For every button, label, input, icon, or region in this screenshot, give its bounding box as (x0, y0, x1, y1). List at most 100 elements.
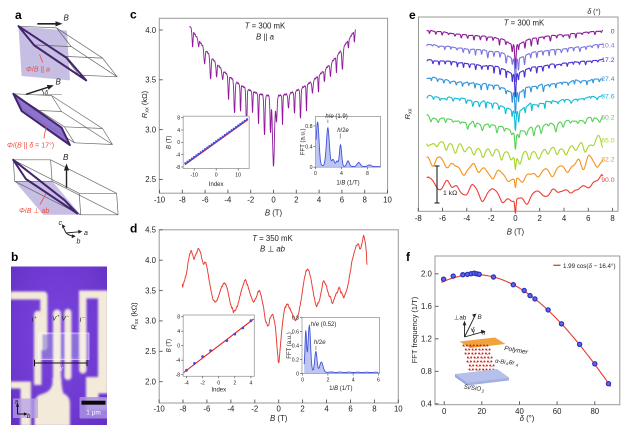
svg-text:-10: -10 (190, 173, 198, 179)
svg-text:0.8: 0.8 (305, 124, 312, 130)
svg-text:8: 8 (177, 315, 180, 321)
svg-text:6: 6 (340, 195, 344, 204)
svg-text:h/e (1.9): h/e (1.9) (325, 114, 347, 120)
svg-text:e: e (409, 8, 416, 22)
svg-text:FFT frequency (1/T): FFT frequency (1/T) (410, 296, 419, 363)
svg-text:h/e (0.52): h/e (0.52) (311, 322, 337, 328)
svg-text:1/B (1/T): 1/B (1/T) (336, 181, 359, 187)
svg-text:V: V (52, 316, 57, 323)
svg-text:90.0: 90.0 (601, 177, 614, 184)
svg-text:-4: -4 (176, 358, 181, 364)
svg-text:2.5: 2.5 (145, 347, 157, 356)
svg-text:B || a: B || a (256, 33, 275, 42)
svg-text:4: 4 (562, 214, 567, 223)
svg-text:-2: -2 (247, 195, 254, 204)
svg-text:2: 2 (326, 378, 329, 384)
svg-text:B: B (56, 78, 62, 87)
svg-text:Si/SiO: Si/SiO (463, 384, 482, 393)
svg-text:2: 2 (538, 214, 542, 223)
svg-text:0: 0 (314, 171, 317, 177)
svg-text:4: 4 (317, 195, 322, 204)
svg-text:-4: -4 (227, 405, 235, 414)
svg-text:20: 20 (477, 407, 486, 416)
svg-text:T = 300 mK: T = 300 mK (245, 22, 286, 31)
svg-text:δ: δ (472, 327, 476, 334)
svg-text:82.2: 82.2 (601, 157, 614, 164)
svg-text:h/2e: h/2e (337, 128, 349, 134)
svg-text:FFT (a.u.): FFT (a.u.) (301, 129, 307, 156)
svg-text:-8: -8 (415, 214, 422, 223)
svg-text:37.6: 37.6 (601, 94, 614, 101)
svg-text:+: + (57, 314, 60, 319)
svg-text:I: I (32, 317, 34, 324)
svg-text:4: 4 (515, 363, 519, 368)
svg-text:-8: -8 (176, 165, 181, 171)
svg-text:a: a (15, 8, 22, 22)
svg-text:⊥ab: ⊥ab (454, 315, 467, 322)
svg-text:4: 4 (177, 329, 180, 335)
svg-text:4: 4 (324, 405, 329, 414)
svg-text:a: a (15, 400, 19, 406)
svg-text:-6: -6 (202, 195, 209, 204)
svg-text:-4: -4 (224, 195, 232, 204)
svg-text:FFT (a.u.): FFT (a.u.) (287, 332, 293, 359)
svg-text:B: B (478, 314, 482, 321)
svg-text:4.0: 4.0 (145, 26, 157, 35)
svg-text:+: + (34, 315, 37, 320)
svg-text:-8: -8 (179, 195, 186, 204)
svg-text:0: 0 (301, 378, 304, 384)
svg-text:10.4: 10.4 (601, 42, 614, 49)
svg-text:1/B (1/T): 1/B (1/T) (329, 386, 352, 392)
svg-text:Rxx: Rxx (403, 108, 414, 119)
svg-text:0: 0 (215, 173, 218, 179)
svg-text:Br: Br (508, 360, 516, 367)
svg-text:b: b (77, 239, 81, 246)
svg-text:0.6: 0.6 (292, 330, 299, 336)
svg-text:17.2: 17.2 (601, 57, 614, 64)
svg-text:0: 0 (217, 380, 220, 386)
svg-text:4: 4 (352, 378, 355, 384)
svg-text:c: c (130, 8, 137, 22)
svg-text:4.0: 4.0 (145, 256, 157, 265)
svg-text:Rxx (kΩ): Rxx (kΩ) (140, 90, 151, 118)
svg-text:f: f (406, 250, 411, 264)
svg-text:2: 2 (300, 405, 304, 414)
svg-text:Rxx (kΩ): Rxx (kΩ) (129, 302, 140, 330)
svg-text:8: 8 (177, 116, 180, 122)
svg-text:1.2: 1.2 (421, 335, 432, 344)
svg-text:0: 0 (271, 195, 276, 204)
svg-text:δ (°): δ (°) (587, 8, 600, 16)
svg-text:−: − (82, 315, 85, 320)
svg-text:0.8: 0.8 (421, 367, 432, 376)
svg-text:6: 6 (377, 378, 380, 384)
svg-text:0.4: 0.4 (292, 344, 299, 350)
svg-text:T = 350 mK: T = 350 mK (252, 234, 293, 243)
svg-text:80: 80 (590, 407, 599, 416)
svg-text:Polymer: Polymer (504, 345, 530, 356)
svg-text:8: 8 (363, 195, 367, 204)
svg-text:3.0: 3.0 (145, 317, 157, 326)
svg-text:-4: -4 (176, 153, 181, 159)
svg-text:4: 4 (177, 128, 180, 134)
svg-text:Φ/B || a: Φ/B || a (26, 67, 50, 74)
svg-text:0: 0 (310, 165, 313, 171)
svg-text:-10: -10 (154, 195, 166, 204)
svg-text:-6: -6 (439, 214, 446, 223)
svg-text:-4: -4 (463, 214, 471, 223)
svg-text:0.2: 0.2 (292, 357, 299, 363)
svg-text:0: 0 (177, 344, 180, 350)
svg-text:0: 0 (513, 214, 518, 223)
svg-text:2.0: 2.0 (145, 378, 157, 387)
svg-text:Φ/(B || δ = 17°): Φ/(B || δ = 17°) (7, 142, 54, 150)
svg-text:10: 10 (383, 195, 392, 204)
svg-text:2: 2 (233, 380, 236, 386)
svg-text:B: B (64, 14, 70, 23)
svg-text:10: 10 (394, 405, 403, 414)
svg-text:B (T): B (T) (507, 228, 525, 237)
svg-text:4: 4 (505, 361, 509, 366)
svg-text:65.0: 65.0 (601, 138, 614, 145)
svg-text:8: 8 (372, 405, 376, 414)
svg-text:3.5: 3.5 (145, 76, 157, 85)
svg-text:δ (°): δ (°) (520, 414, 535, 423)
svg-text:w: w (58, 366, 64, 373)
